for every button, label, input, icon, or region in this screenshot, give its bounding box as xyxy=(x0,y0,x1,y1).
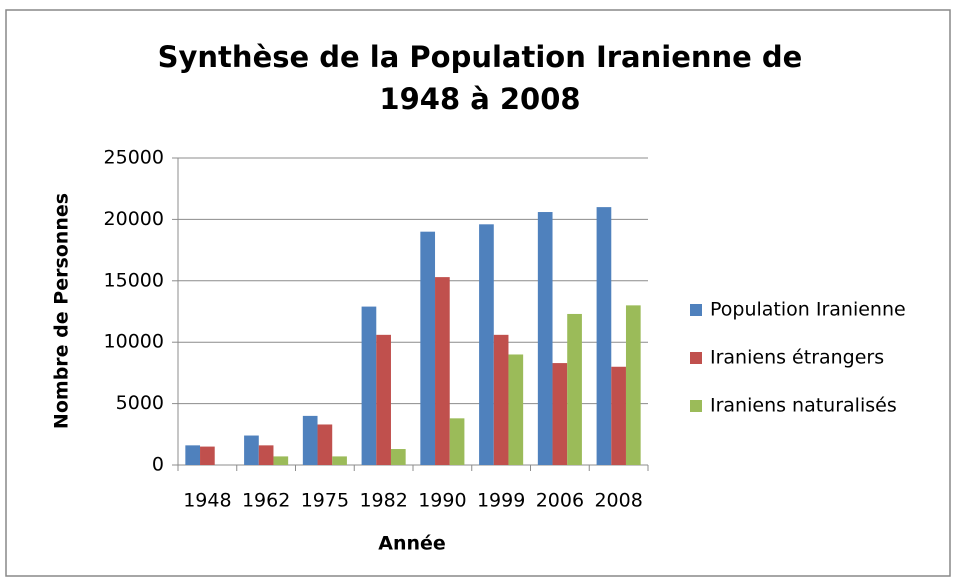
x-tick-label: 2008 xyxy=(594,490,642,512)
legend-swatch xyxy=(690,304,702,316)
bar xyxy=(567,313,582,465)
bar xyxy=(611,366,626,465)
chart-border xyxy=(5,9,951,577)
y-tick-label: 20000 xyxy=(104,208,164,230)
bar xyxy=(552,363,568,465)
y-tick-label: 25000 xyxy=(104,147,164,169)
y-tick-label: 0 xyxy=(152,454,164,476)
legend-label: Iraniens étrangers xyxy=(710,347,884,369)
x-tick-label: 1982 xyxy=(359,490,407,512)
bar xyxy=(508,354,524,465)
y-axis-title: Nombre de Personnes xyxy=(51,193,73,429)
bar xyxy=(200,446,215,465)
bar xyxy=(361,306,377,465)
legend-label: Population Iranienne xyxy=(710,299,906,321)
x-tick-label: 1990 xyxy=(418,490,466,512)
bar xyxy=(185,445,201,465)
x-tick-label: 2006 xyxy=(536,490,584,512)
bar xyxy=(596,207,612,465)
x-tick-label: 1975 xyxy=(301,490,349,512)
legend-swatch xyxy=(690,400,702,412)
legend-label: Iraniens naturalisés xyxy=(710,395,897,417)
x-tick-label: 1999 xyxy=(477,490,525,512)
bar xyxy=(493,334,509,465)
bar xyxy=(479,224,494,465)
y-tick-label: 5000 xyxy=(116,392,164,414)
legend-swatch xyxy=(690,352,702,364)
bar xyxy=(390,449,406,465)
bar xyxy=(449,418,465,465)
y-tick-label: 15000 xyxy=(104,269,164,291)
bar xyxy=(244,435,259,465)
bar xyxy=(258,445,274,465)
bar xyxy=(302,415,318,465)
x-axis-title: Année xyxy=(378,533,446,555)
bar xyxy=(317,424,333,465)
x-tick-label: 1948 xyxy=(183,490,231,512)
bar xyxy=(273,456,289,465)
bar xyxy=(625,305,641,465)
x-tick-label: 1962 xyxy=(242,490,290,512)
bar xyxy=(376,334,391,465)
bar xyxy=(435,277,450,465)
chart-title: Synthèse de la Population Iranienne de 1… xyxy=(157,40,803,116)
bar xyxy=(332,456,347,465)
bar xyxy=(420,231,436,465)
bar xyxy=(537,212,553,465)
y-tick-label: 10000 xyxy=(104,331,164,353)
